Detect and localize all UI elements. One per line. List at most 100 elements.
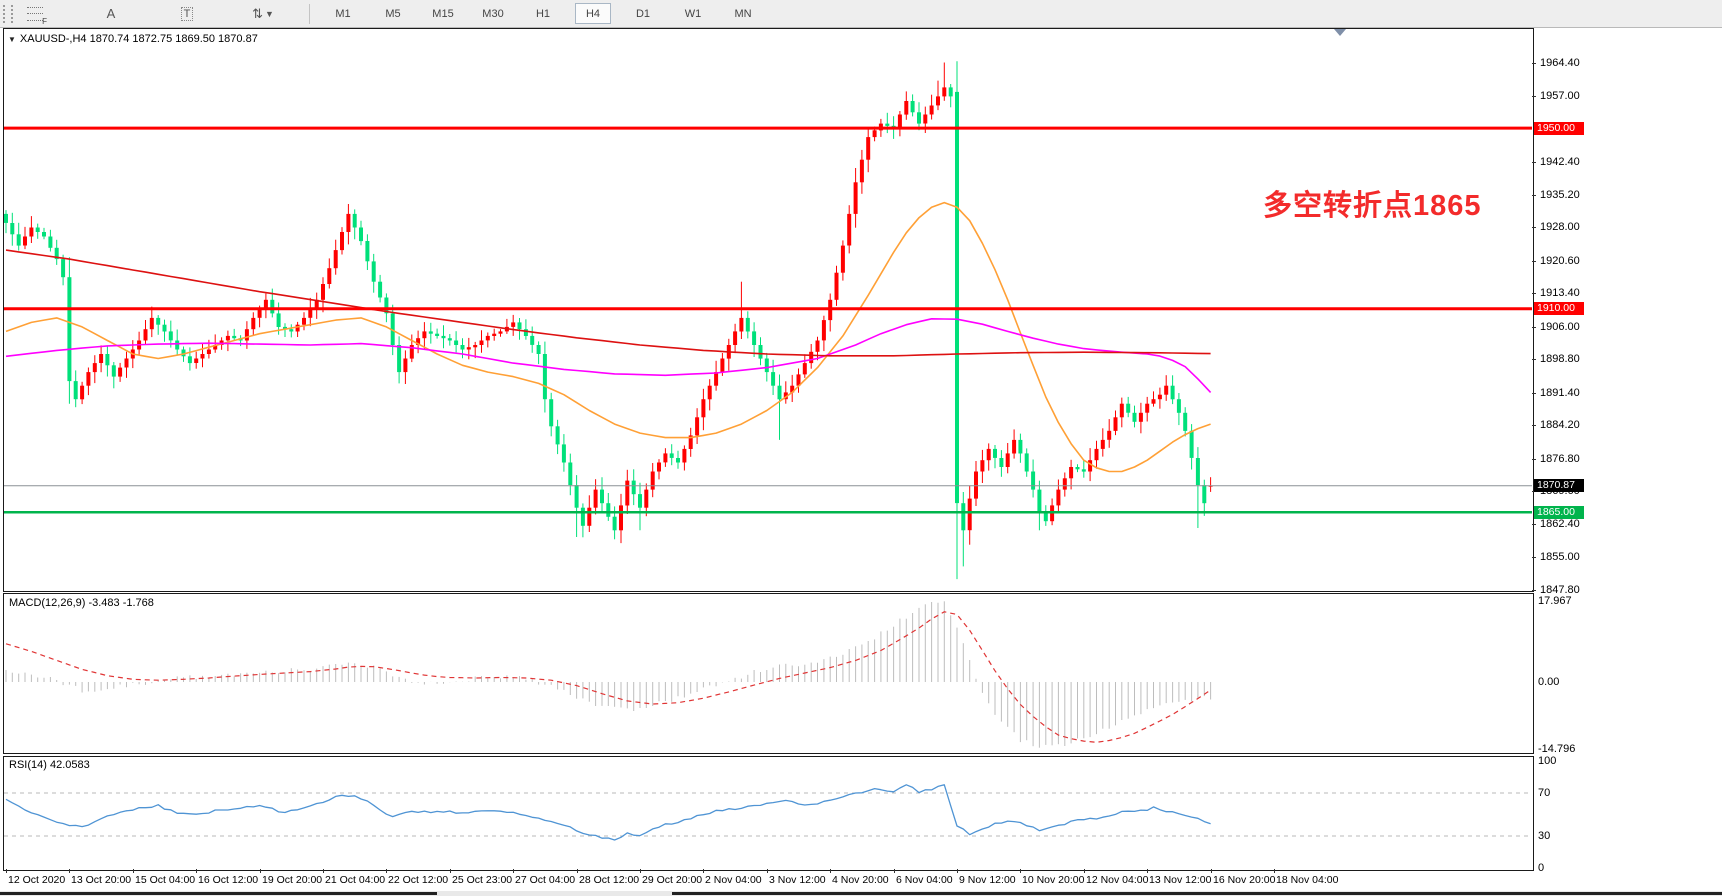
time-tick	[957, 869, 958, 873]
chart-window[interactable]	[0, 28, 1722, 896]
price-tick	[1532, 96, 1536, 97]
rsi-axis-label: 0	[1538, 862, 1545, 874]
chart-annotation-text: 多空转折点1865	[1263, 190, 1482, 222]
arrows-tool-icon[interactable]: ⇅ ▼	[252, 5, 274, 21]
chart-shift-marker-icon[interactable]	[1334, 29, 1346, 36]
price-tick-label: 1964.40	[1540, 57, 1580, 69]
time-tick	[133, 869, 134, 873]
price-tick-label: 1876.80	[1540, 453, 1580, 465]
price-tick	[1532, 261, 1536, 262]
price-tick	[1532, 459, 1536, 460]
price-tick	[1532, 327, 1536, 328]
price-tick-label: 1957.00	[1540, 90, 1580, 102]
bottom-panel-edge	[0, 892, 437, 895]
time-tick	[450, 869, 451, 873]
time-tick-label: 16 Nov 20:00	[1213, 874, 1276, 886]
fibonacci-icon[interactable]: F	[23, 3, 47, 26]
timeframe-button-m15[interactable]: M15	[432, 7, 454, 20]
time-tick	[577, 869, 578, 873]
price-tick	[1532, 590, 1536, 591]
time-tick-label: 18 Nov 04:00	[1276, 874, 1339, 886]
price-tick-label: 1913.40	[1540, 287, 1580, 299]
time-tick-label: 9 Nov 12:00	[959, 874, 1016, 886]
macd-axis-label: -14.796	[1538, 743, 1576, 755]
time-tick-label: 29 Oct 20:00	[642, 874, 703, 886]
price-tick-label: 1906.00	[1540, 321, 1580, 333]
macd-axis-label: 17.967	[1538, 595, 1572, 607]
timeframe-button-h1[interactable]: H1	[535, 7, 551, 20]
time-tick-label: 13 Nov 12:00	[1149, 874, 1212, 886]
price-tick	[1532, 162, 1536, 163]
bottom-panel-edge	[672, 892, 1722, 895]
label-tool-icon[interactable]: A	[106, 6, 116, 21]
chevron-down-icon[interactable]: ▼	[8, 35, 16, 44]
time-tick	[767, 869, 768, 873]
timeframe-button-mn[interactable]: MN	[734, 7, 752, 20]
price-tick	[1532, 195, 1536, 196]
price-badge: 1910.00	[1534, 302, 1584, 315]
time-tick	[1084, 869, 1085, 873]
price-tick	[1532, 293, 1536, 294]
timeframe-button-w1[interactable]: W1	[684, 7, 702, 20]
timeframe-button-m5[interactable]: M5	[385, 7, 401, 20]
price-badge: 1865.00	[1534, 506, 1584, 519]
time-tick-label: 13 Oct 20:00	[71, 874, 132, 886]
time-tick-label: 27 Oct 04:00	[515, 874, 576, 886]
time-tick	[6, 869, 7, 873]
price-tick-label: 1920.60	[1540, 255, 1580, 267]
time-tick-label: 16 Oct 12:00	[198, 874, 259, 886]
text-tool-icon[interactable]: T	[175, 3, 199, 25]
time-tick-label: 19 Oct 20:00	[262, 874, 323, 886]
time-tick	[196, 869, 197, 873]
time-tick-label: 10 Nov 20:00	[1022, 874, 1085, 886]
price-tick	[1532, 425, 1536, 426]
main-toolbar: F A T ⇅ ▼ M1 M5 M15 M30 H1 H4 D1 W1 MN	[0, 0, 1722, 28]
time-tick	[894, 869, 895, 873]
price-tick	[1532, 557, 1536, 558]
price-tick-label: 1884.20	[1540, 419, 1580, 431]
time-tick-label: 15 Oct 04:00	[135, 874, 196, 886]
macd-label: MACD(12,26,9) -3.483 -1.768	[9, 597, 154, 609]
price-tick	[1532, 63, 1536, 64]
macd-axis-label: 0.00	[1538, 676, 1560, 688]
timeframe-button-d1[interactable]: D1	[635, 7, 651, 20]
toolbar-grip[interactable]	[3, 4, 13, 23]
chart-header: ▼ XAUUSD-,H4 1870.74 1872.75 1869.50 1870…	[8, 33, 258, 45]
timeframe-button-m30[interactable]: M30	[482, 7, 504, 20]
price-tick-label: 1942.40	[1540, 156, 1580, 168]
rsi-axis-label: 30	[1538, 830, 1551, 842]
time-tick-label: 2 Nov 04:00	[705, 874, 762, 886]
price-tick-label: 1935.20	[1540, 189, 1580, 201]
time-tick	[1274, 869, 1275, 873]
time-tick-label: 3 Nov 12:00	[769, 874, 826, 886]
time-tick	[1020, 869, 1021, 873]
time-tick	[830, 869, 831, 873]
text-glyph: T	[180, 6, 194, 21]
time-tick	[1147, 869, 1148, 873]
chart-canvas[interactable]	[0, 28, 1722, 896]
rsi-axis-label: 100	[1538, 755, 1557, 767]
price-tick-label: 1891.40	[1540, 387, 1580, 399]
time-tick-label: 6 Nov 04:00	[896, 874, 953, 886]
price-badge: 1870.87	[1534, 479, 1584, 492]
time-tick-label: 4 Nov 20:00	[832, 874, 889, 886]
price-tick	[1532, 359, 1536, 360]
time-tick-label: 28 Oct 12:00	[579, 874, 640, 886]
price-tick	[1532, 393, 1536, 394]
price-tick	[1532, 227, 1536, 228]
time-tick	[703, 869, 704, 873]
rsi-axis-label: 70	[1538, 787, 1551, 799]
timeframe-buttons: M1 M5 M15 M30 H1 H4 D1 W1 MN	[318, 3, 768, 24]
timeframe-button-m1[interactable]: M1	[335, 7, 351, 20]
price-tick-label: 1928.00	[1540, 221, 1580, 233]
time-tick	[513, 869, 514, 873]
time-tick-label: 12 Oct 2020	[8, 874, 66, 886]
chevron-down-icon[interactable]: ▼	[264, 8, 274, 19]
price-tick-label: 1855.00	[1540, 551, 1580, 563]
time-tick-label: 22 Oct 12:00	[388, 874, 449, 886]
time-tick	[640, 869, 641, 873]
time-tick-label: 21 Oct 04:00	[325, 874, 386, 886]
timeframe-button-h4[interactable]: H4	[575, 3, 611, 24]
time-tick-label: 12 Nov 04:00	[1086, 874, 1149, 886]
time-tick	[1211, 869, 1212, 873]
